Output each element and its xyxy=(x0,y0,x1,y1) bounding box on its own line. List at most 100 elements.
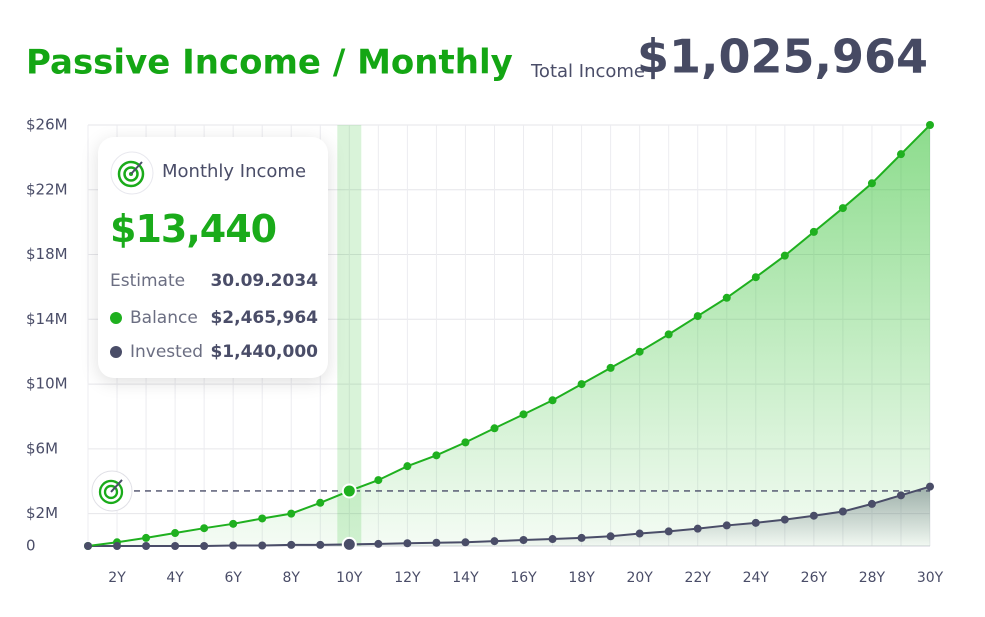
total-label: Total Income xyxy=(530,61,645,82)
point xyxy=(287,509,296,518)
target-icon xyxy=(103,484,119,500)
x-tick-label: 6Y xyxy=(224,570,242,586)
point xyxy=(519,410,528,419)
point xyxy=(577,533,586,542)
line xyxy=(87,124,931,547)
tooltip: Monthly Income $13,440 Estimate 30.09.20… xyxy=(98,137,328,378)
point xyxy=(229,519,238,528)
point xyxy=(341,483,357,499)
y-tick-label: 0 xyxy=(26,537,36,555)
point xyxy=(722,293,731,302)
point xyxy=(635,347,644,356)
x-tick-label: 16Y xyxy=(510,570,537,586)
point xyxy=(896,491,905,500)
point xyxy=(867,499,876,508)
point xyxy=(316,540,325,549)
estimate-label: Estimate xyxy=(110,271,186,291)
point xyxy=(926,121,934,129)
balance-label: Balance xyxy=(130,308,198,328)
point xyxy=(722,521,731,530)
point xyxy=(809,227,818,236)
line xyxy=(88,485,931,547)
point xyxy=(838,204,847,213)
point xyxy=(432,538,441,547)
tooltip-value: $13,440 xyxy=(110,207,277,251)
chart-title: Passive Income / Monthly xyxy=(26,43,513,83)
target-icon xyxy=(110,479,123,493)
target-icon xyxy=(98,479,124,505)
point xyxy=(664,330,673,339)
y-tick-label: $26M xyxy=(26,116,68,134)
point xyxy=(693,524,702,533)
point xyxy=(809,511,818,520)
point xyxy=(548,396,557,405)
target-icon xyxy=(110,151,154,195)
x-tick-label: 28Y xyxy=(859,570,886,586)
balance-value: $2,465,964 xyxy=(210,308,318,328)
point xyxy=(461,538,470,547)
invested-label: Invested xyxy=(130,342,204,362)
point xyxy=(606,532,615,541)
point xyxy=(896,150,905,159)
invested-value: $1,440,000 xyxy=(210,342,318,362)
x-tick-label: 24Y xyxy=(743,570,770,586)
point xyxy=(341,536,357,552)
x-tick-label: 4Y xyxy=(166,570,184,586)
point xyxy=(287,540,296,549)
point xyxy=(490,424,499,433)
x-tick-label: 20Y xyxy=(626,570,653,586)
point xyxy=(316,498,325,507)
point xyxy=(374,476,383,485)
estimate-date: 30.09.2034 xyxy=(210,271,318,291)
point xyxy=(229,541,238,550)
legend-swatch xyxy=(110,312,122,324)
point xyxy=(403,462,412,471)
point xyxy=(171,542,180,550)
point xyxy=(374,539,383,548)
point xyxy=(548,535,557,544)
y-tick-label: $10M xyxy=(26,375,68,393)
point xyxy=(461,438,470,447)
total-value: $1,025,964 xyxy=(637,30,928,84)
y-tick-label: $2M xyxy=(26,504,58,522)
legend-swatch xyxy=(110,346,122,358)
area xyxy=(88,125,930,546)
point xyxy=(490,537,499,546)
y-tick-label: $6M xyxy=(26,439,58,457)
x-tick-label: 12Y xyxy=(394,570,421,586)
point xyxy=(751,273,760,282)
y-tick-label: $22M xyxy=(26,180,68,198)
balance-row: Balance $2,465,964 xyxy=(110,308,318,328)
point xyxy=(200,542,209,550)
x-tick-label: 2Y xyxy=(108,570,126,586)
x-tick-label: 30Y xyxy=(917,570,944,586)
estimate-row: Estimate 30.09.2034 xyxy=(110,271,318,291)
point xyxy=(519,536,528,545)
x-tick-label: 14Y xyxy=(452,570,479,586)
point xyxy=(838,507,847,516)
x-tick-label: 18Y xyxy=(568,570,595,586)
point xyxy=(258,514,267,523)
point xyxy=(926,482,934,491)
x-tick-label: 26Y xyxy=(801,570,828,586)
point xyxy=(664,527,673,536)
y-tick-label: $14M xyxy=(26,310,68,328)
invested-row: Invested $1,440,000 xyxy=(110,342,318,362)
point xyxy=(577,380,586,389)
x-tick-label: 8Y xyxy=(283,570,301,586)
point xyxy=(84,542,92,550)
point xyxy=(693,312,702,321)
tooltip-title: Monthly Income xyxy=(162,161,307,182)
point xyxy=(171,529,180,538)
point xyxy=(432,451,441,460)
y-tick-label: $18M xyxy=(26,245,68,263)
point xyxy=(780,251,789,260)
point xyxy=(142,542,151,550)
point xyxy=(867,179,876,188)
point xyxy=(258,541,267,550)
point xyxy=(403,539,412,548)
point xyxy=(751,518,760,527)
point xyxy=(606,363,615,372)
